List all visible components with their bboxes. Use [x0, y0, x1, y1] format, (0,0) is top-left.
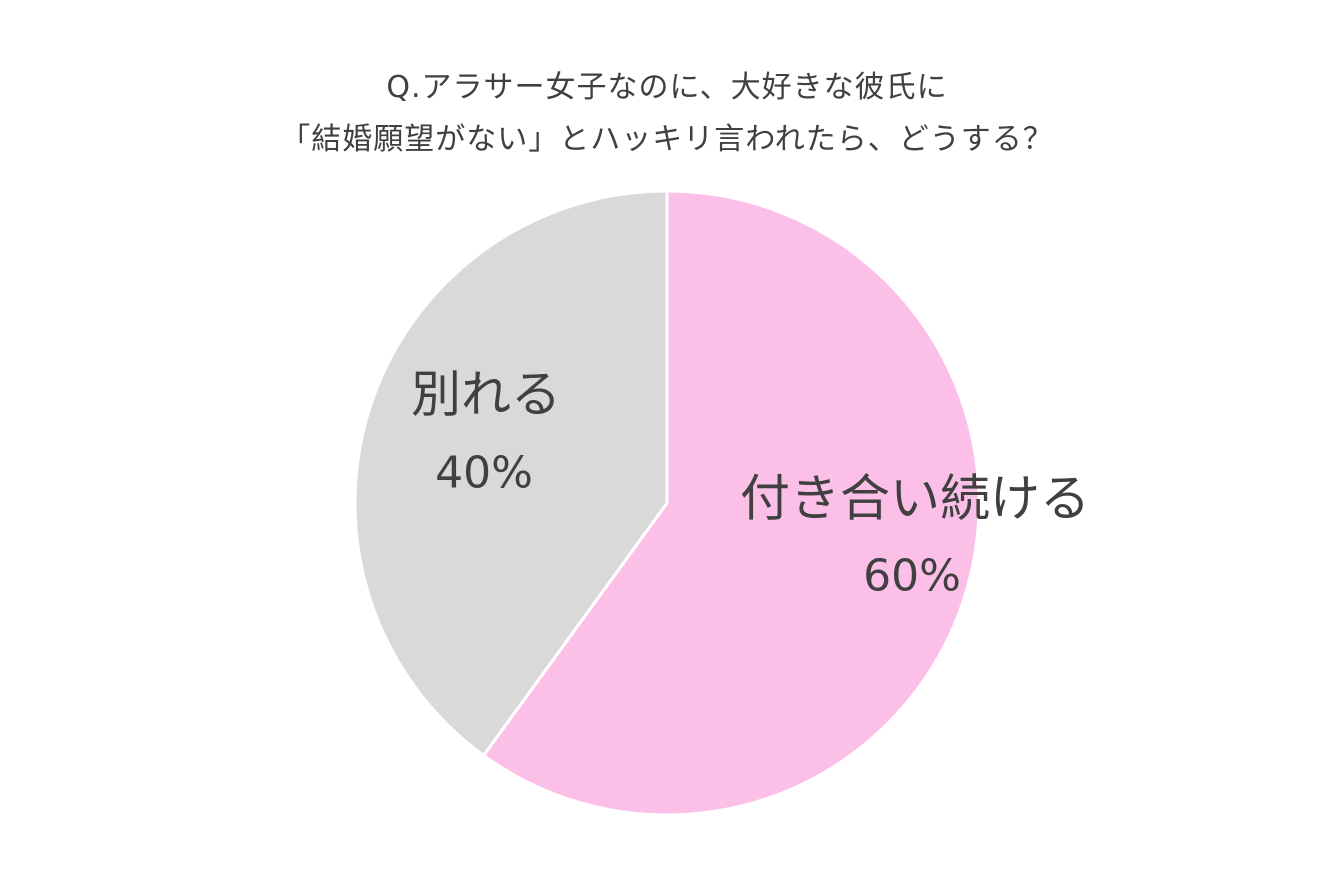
pie-slices — [353, 189, 981, 817]
chart-title-line-1: Q.アラサー女子なのに、大好きな彼氏に — [386, 70, 948, 105]
slice-label-1: 付き合い続ける — [740, 470, 1090, 528]
slice-value-label-1: 60% — [863, 550, 961, 601]
pie-labels: 付き合い続ける 60% 別れる 40% — [411, 366, 1090, 602]
slice-label-2: 別れる — [411, 366, 561, 424]
pie-slice-2 — [353, 189, 669, 758]
chart-title-line-2: 「結婚願望がない」とハッキリ言われたら、どうする？ — [280, 122, 1054, 157]
slice-value-label-2: 40% — [435, 447, 533, 498]
pie-slice-1 — [481, 189, 981, 817]
